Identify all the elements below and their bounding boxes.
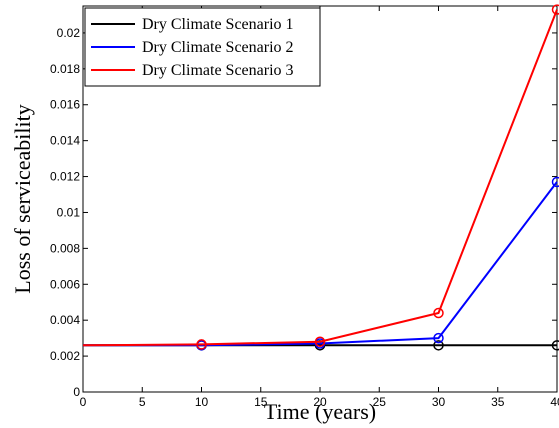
series-layer <box>82 4 559 351</box>
x-tick-label: 25 <box>373 395 387 409</box>
y-tick-label: 0.012 <box>50 170 80 184</box>
y-tick-label: 0.01 <box>57 205 81 219</box>
y-tick-label: 0.02 <box>57 26 81 40</box>
legend: Dry Climate Scenario 1 Dry Climate Scenar… <box>84 7 321 87</box>
legend-label-2: Dry Climate Scenario 2 <box>142 39 294 56</box>
series-1-point <box>551 340 559 351</box>
y-tick-label: 0.002 <box>50 349 80 363</box>
x-axis-title: Time (years) <box>264 399 376 424</box>
y-tick-label: 0.004 <box>50 313 80 327</box>
legend-label-3: Dry Climate Scenario 3 <box>142 62 294 79</box>
series-3-point <box>433 307 444 319</box>
x-tick-label: 20 <box>313 395 327 409</box>
x-tick-label: 0 <box>80 395 87 409</box>
y-tick-label: 0.006 <box>50 277 80 291</box>
x-tick-label: 35 <box>491 395 505 409</box>
y-tick-label: 0.008 <box>50 241 80 255</box>
y-tick-label: 0.018 <box>50 62 80 76</box>
x-axis-ticks: 0 5 10 15 20 25 30 35 40 <box>80 6 559 409</box>
y-tick-label: 0 <box>73 385 80 399</box>
series-3-point <box>551 4 559 15</box>
legend-label-1: Dry Climate Scenario 1 <box>142 16 294 33</box>
series-2-point <box>551 176 559 188</box>
x-tick-label: 10 <box>195 395 209 409</box>
x-tick-label: 5 <box>139 395 146 409</box>
x-tick-label: 15 <box>254 395 268 409</box>
x-tick-label: 30 <box>432 395 446 409</box>
y-axis-title: Loss of serviceability <box>10 104 35 293</box>
y-tick-label: 0.016 <box>50 98 80 112</box>
y-axis-ticks: 0 0.002 0.004 0.006 0.008 0.01 0.012 0.014 0.016… <box>50 26 557 399</box>
series-1-point <box>433 340 444 351</box>
series-3-point <box>314 336 326 347</box>
y-tick-label: 0.014 <box>50 134 80 148</box>
x-tick-label: 40 <box>550 395 559 409</box>
series-3-point <box>196 339 207 350</box>
series-line-3 <box>82 9 558 347</box>
series-2-point <box>433 332 444 344</box>
